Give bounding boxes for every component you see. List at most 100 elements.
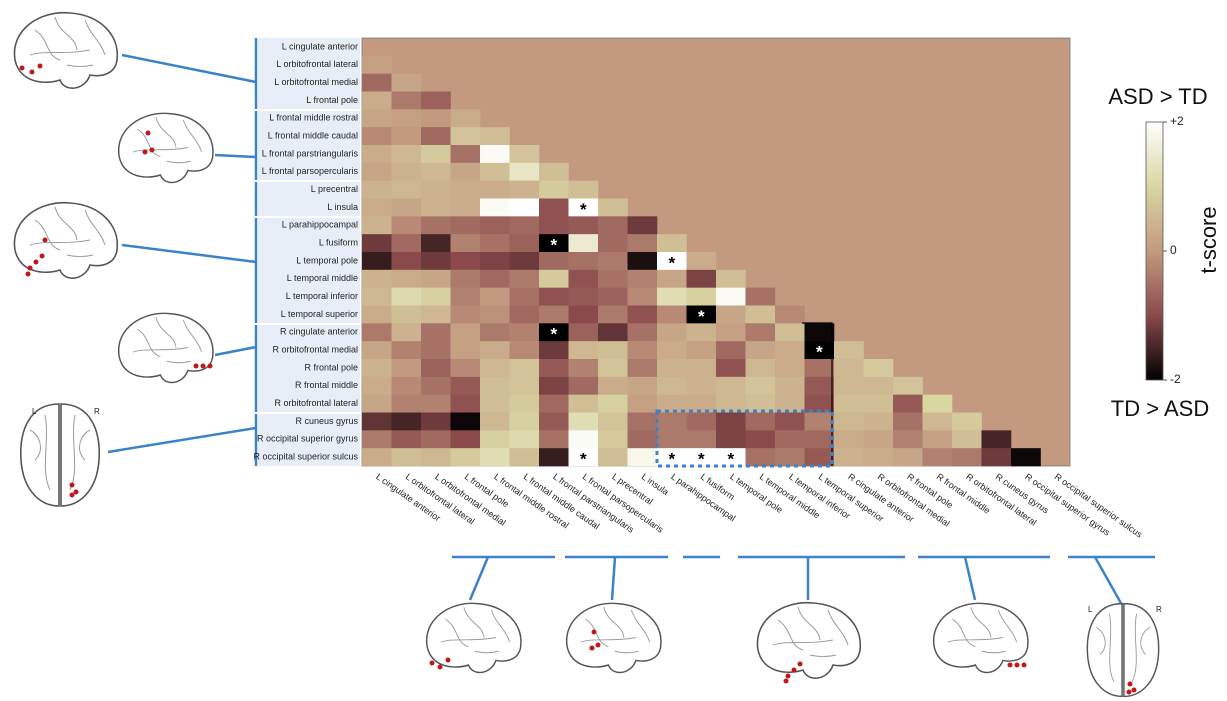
cell bbox=[539, 162, 569, 181]
cell bbox=[391, 412, 422, 431]
cell bbox=[362, 216, 392, 235]
cell bbox=[745, 430, 776, 449]
cell bbox=[509, 216, 540, 235]
cell bbox=[362, 91, 392, 110]
cell bbox=[421, 305, 451, 324]
row-label: L temporal pole bbox=[296, 255, 358, 265]
significance-marker: * bbox=[668, 450, 675, 469]
cell bbox=[362, 359, 392, 378]
cell bbox=[568, 269, 599, 288]
cell bbox=[598, 305, 628, 324]
cell bbox=[539, 412, 569, 431]
cell bbox=[450, 448, 481, 467]
row-label: L temporal middle bbox=[287, 273, 358, 283]
cell bbox=[716, 448, 746, 467]
cell bbox=[391, 305, 422, 324]
cell bbox=[539, 430, 569, 449]
row-label: L parahippocampal bbox=[282, 220, 358, 230]
cell bbox=[362, 269, 392, 288]
cell bbox=[863, 394, 894, 413]
row-label: L orbitofrontal lateral bbox=[276, 59, 358, 69]
brain bbox=[13, 11, 119, 90]
cell bbox=[804, 430, 835, 449]
cell bbox=[657, 323, 687, 342]
cell bbox=[922, 430, 953, 449]
cell bbox=[509, 162, 540, 181]
cell bbox=[480, 359, 510, 378]
cell bbox=[834, 430, 864, 449]
cell bbox=[716, 323, 746, 342]
cell bbox=[568, 198, 599, 217]
cell bbox=[450, 287, 481, 306]
cell bbox=[657, 341, 687, 360]
cell bbox=[480, 341, 510, 360]
hemisphere-label: L bbox=[32, 407, 37, 416]
cell bbox=[480, 180, 510, 199]
cell bbox=[362, 109, 392, 128]
cell bbox=[775, 359, 805, 378]
cell bbox=[657, 430, 687, 449]
cell bbox=[539, 287, 569, 306]
cell bbox=[598, 287, 628, 306]
cell bbox=[598, 198, 628, 217]
cell bbox=[686, 448, 717, 467]
cell bbox=[450, 359, 481, 378]
cell bbox=[627, 448, 658, 467]
cell bbox=[509, 394, 540, 413]
cell bbox=[362, 127, 392, 146]
cell bbox=[716, 287, 746, 306]
cell bbox=[627, 430, 658, 449]
cell bbox=[568, 252, 599, 271]
cell bbox=[804, 412, 835, 431]
group-shade bbox=[258, 218, 360, 323]
cell bbox=[598, 269, 628, 288]
cell bbox=[804, 341, 835, 360]
row-groups bbox=[258, 38, 360, 466]
block-outline bbox=[802, 322, 833, 466]
row-label: L temporal inferior bbox=[286, 291, 358, 301]
cell bbox=[480, 376, 510, 395]
cell bbox=[480, 234, 510, 253]
cell bbox=[686, 287, 717, 306]
cell bbox=[509, 180, 540, 199]
brain bbox=[756, 601, 862, 680]
cell bbox=[922, 448, 953, 467]
connector bbox=[468, 556, 490, 601]
colorbar-top-label: ASD > TD bbox=[1108, 84, 1207, 109]
cell bbox=[391, 269, 422, 288]
significance-marker: * bbox=[550, 236, 557, 255]
cell bbox=[627, 216, 658, 235]
cell bbox=[627, 252, 658, 271]
cell bbox=[745, 376, 776, 395]
hemisphere-label: R bbox=[94, 407, 100, 416]
cell bbox=[509, 269, 540, 288]
cell bbox=[598, 448, 628, 467]
cell bbox=[775, 305, 805, 324]
cell bbox=[539, 252, 569, 271]
cell bbox=[391, 216, 422, 235]
cell bbox=[480, 216, 510, 235]
colorbar bbox=[1145, 121, 1164, 381]
row-label: L frontal middle caudal bbox=[268, 130, 358, 140]
cell bbox=[745, 359, 776, 378]
cell bbox=[421, 394, 451, 413]
cell bbox=[657, 359, 687, 378]
cell bbox=[568, 216, 599, 235]
cell bbox=[716, 305, 746, 324]
cell bbox=[391, 376, 422, 395]
brain bbox=[19, 403, 101, 507]
cell bbox=[362, 412, 392, 431]
row-label: R frontal pole bbox=[304, 362, 358, 372]
cell bbox=[421, 412, 451, 431]
cell bbox=[568, 394, 599, 413]
connector bbox=[963, 556, 977, 601]
row-label: R orbitofrontal medial bbox=[272, 344, 358, 354]
cell bbox=[450, 305, 481, 324]
cell bbox=[362, 180, 392, 199]
cell bbox=[391, 127, 422, 146]
cell bbox=[362, 198, 392, 217]
cell bbox=[686, 394, 717, 413]
row-label: R occipital superior gyrus bbox=[257, 434, 359, 444]
significance-marker: * bbox=[580, 200, 587, 219]
cell bbox=[627, 412, 658, 431]
